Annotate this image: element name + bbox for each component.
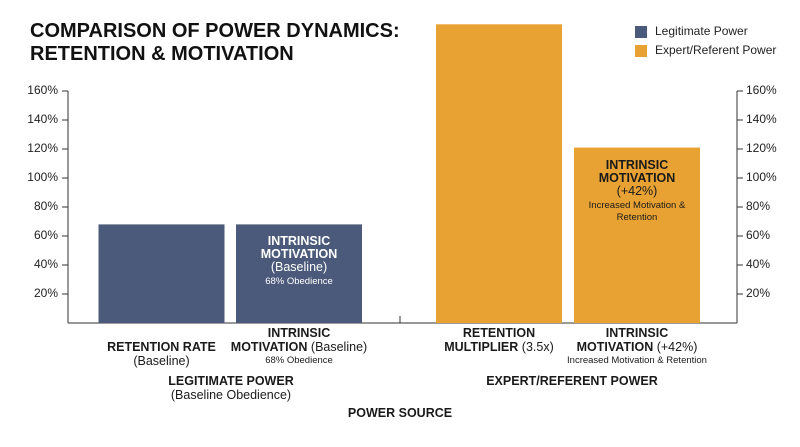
category-detail: (Baseline): [133, 354, 190, 368]
bar: [98, 224, 225, 323]
annotation-note: Increased Motivation & Retention: [588, 199, 686, 223]
category-detail: (Baseline): [310, 340, 368, 354]
x-tick-label: INTRINSIC MOTIVATION (+42%) Increased Mot…: [567, 326, 707, 367]
annotation-title: INTRINSIC MOTIVATION: [260, 234, 338, 262]
annotation-detail: (+42%): [616, 183, 658, 198]
legend-label: Expert/Referent Power: [655, 43, 776, 57]
bar-annotation: INTRINSIC MOTIVATION (Baseline) 68% Obedie…: [241, 235, 357, 288]
bar: [574, 147, 700, 323]
bar: [436, 24, 562, 324]
y2-tick-label: 120%: [746, 141, 777, 155]
annotation-note: 68% Obedience: [265, 276, 333, 288]
category-note: Increased Motivation & Retention: [567, 355, 707, 366]
legend-swatch: [635, 45, 647, 57]
y2-tick-label: 40%: [746, 257, 770, 271]
chart-title: COMPARISON OF POWER DYNAMICS: RETENTION …: [30, 20, 400, 65]
category-detail: (3.5x): [521, 340, 554, 354]
annotation-detail: (Baseline): [270, 260, 328, 275]
category-name: RETENTION RATE: [107, 340, 216, 354]
category-note: 68% Obedience: [265, 355, 333, 366]
y-tick-label: 140%: [27, 112, 58, 126]
y2-tick-label: 140%: [746, 112, 777, 126]
group-name: EXPERT/REFERENT POWER: [486, 374, 658, 388]
y-tick-label: 120%: [27, 141, 58, 155]
y-tick-label: 20%: [34, 286, 58, 300]
y-tick-label: 160%: [27, 83, 58, 97]
y-tick-label: 80%: [34, 199, 58, 213]
x-tick-label: RETENTION MULTIPLIER (3.5x): [429, 326, 569, 354]
y2-tick-label: 20%: [746, 286, 770, 300]
category-detail: (+42%): [656, 340, 698, 354]
annotation-title: INTRINSIC MOTIVATION: [598, 157, 676, 185]
bar-annotation: INTRINSIC MOTIVATION (+42%) Increased Moti…: [587, 157, 687, 224]
group-name: LEGITIMATE POWER: [168, 374, 294, 388]
group-label: LEGITIMATE POWER (Baseline Obedience): [81, 374, 381, 402]
category-name: RETENTION MULTIPLIER: [444, 326, 536, 354]
group-label: EXPERT/REFERENT POWER: [422, 374, 722, 388]
y2-tick-label: 100%: [746, 170, 777, 184]
legend-label: Legitimate Power: [655, 24, 748, 38]
legend-swatch: [635, 26, 647, 38]
group-note: (Baseline Obedience): [170, 388, 292, 402]
y2-tick-label: 60%: [746, 228, 770, 242]
bar: [236, 224, 362, 323]
y-tick-label: 100%: [27, 170, 58, 184]
y2-tick-label: 80%: [746, 199, 770, 213]
x-tick-label: INTRINSIC MOTIVATION (Baseline) 68% Obedi…: [229, 326, 369, 367]
category-name: INTRINSIC MOTIVATION: [576, 326, 669, 354]
x-tick-label: RETENTION RATE (Baseline): [92, 340, 232, 368]
category-name: INTRINSIC MOTIVATION: [230, 326, 331, 354]
x-axis-label: POWER SOURCE: [347, 406, 453, 420]
y-tick-label: 40%: [34, 257, 58, 271]
y-tick-label: 60%: [34, 228, 58, 242]
y2-tick-label: 160%: [746, 83, 777, 97]
